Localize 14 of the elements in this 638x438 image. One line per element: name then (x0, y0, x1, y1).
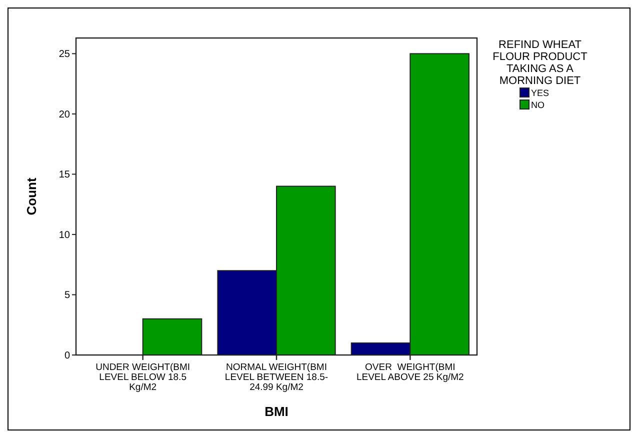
y-tick-label: 0 (64, 350, 70, 362)
y-tick-label: 15 (58, 170, 70, 181)
x-tick-label: OVER WEIGHT(BMI LEVEL ABOVE 25 Kg/M2 (356, 362, 464, 383)
legend-label: YES (531, 88, 550, 98)
legend-title: REFIND WHEAT FLOUR PRODUCT TAKING AS A MORNING DIET (492, 39, 588, 87)
y-tick-label: 20 (58, 109, 70, 120)
x-tick-label: NORMAL WEIGHT(BMI LEVEL BETWEEN 18.5-24.99 Kg/M2 (224, 362, 328, 393)
y-tick-label: 25 (58, 49, 70, 60)
x-axis-title: BMI (264, 404, 288, 419)
x-tick-label: UNDER WEIGHT(BMI LEVEL BELOW 18.5 Kg/M2 (96, 362, 190, 393)
y-tick-label: 10 (58, 230, 70, 241)
legend-label: NO (531, 100, 544, 110)
y-axis-title: Count (24, 177, 39, 216)
y-tick-label: 5 (64, 290, 70, 302)
